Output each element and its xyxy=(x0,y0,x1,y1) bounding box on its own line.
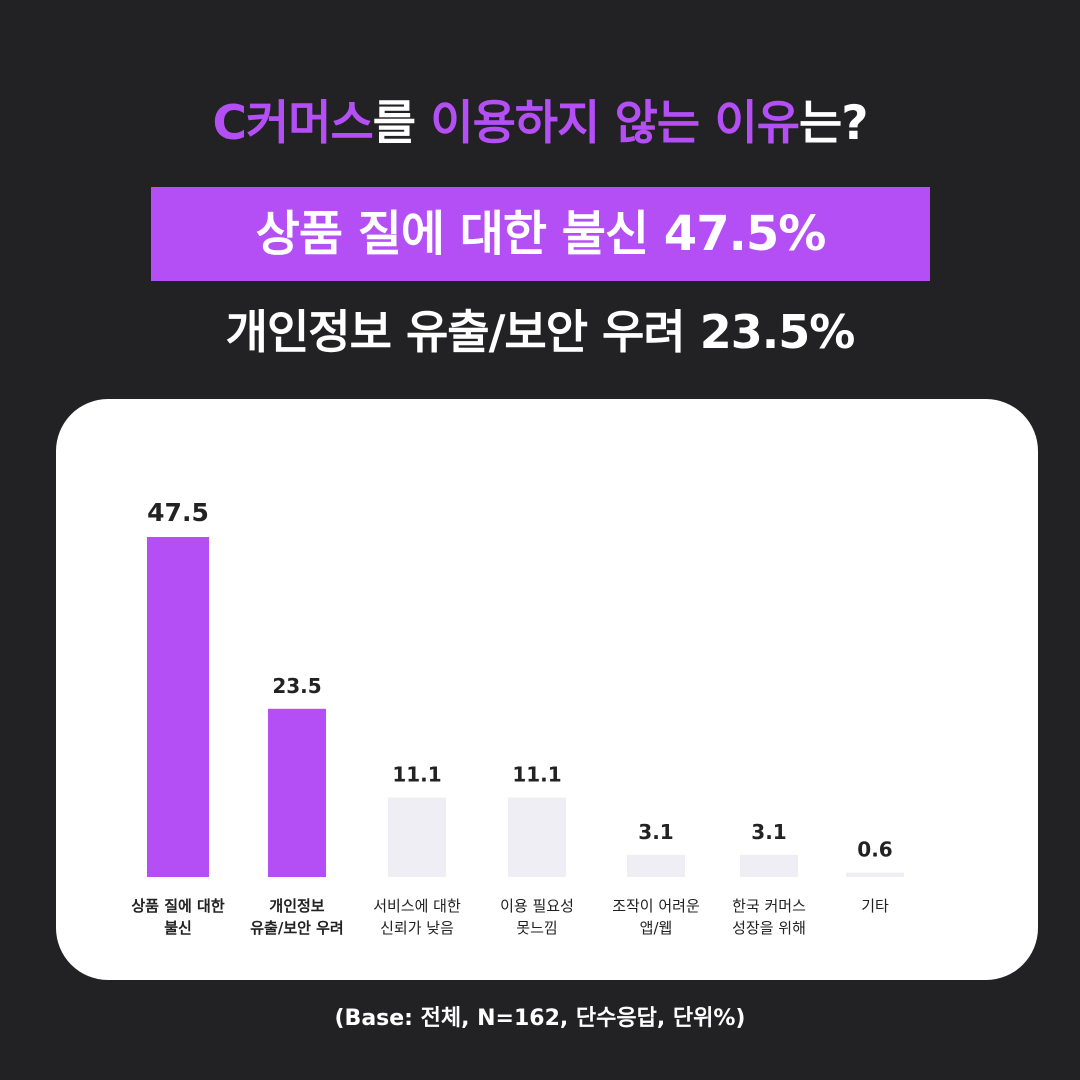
category-label: 못느낌 xyxy=(516,919,557,937)
footnote: (Base: 전체, N=162, 단수응답, 단위%) xyxy=(334,1006,746,1031)
bar xyxy=(388,797,446,877)
data-label: 23.5 xyxy=(272,674,321,698)
headline-highlight-box xyxy=(151,187,930,281)
bar xyxy=(846,872,904,877)
data-label: 3.1 xyxy=(751,820,786,844)
bar xyxy=(268,708,326,877)
category-label: 상품 질에 대한 xyxy=(131,897,224,915)
bar xyxy=(740,854,798,877)
page-title: C커머스를 이용하지 않는 이유는? xyxy=(0,84,1080,153)
category-label: 기타 xyxy=(861,897,889,915)
data-label: 47.5 xyxy=(147,498,209,527)
category-label: 유출/보안 우려 xyxy=(250,919,344,937)
headline-stat: 상품 질에 대한 불신 47.5% xyxy=(255,206,827,262)
title-segment: 이용하지 않는 이유 xyxy=(430,96,800,151)
data-label: 11.1 xyxy=(512,763,561,787)
category-label: 신뢰가 낮음 xyxy=(380,919,454,937)
data-label: 0.6 xyxy=(857,838,892,862)
bar xyxy=(147,537,209,877)
bar xyxy=(508,797,566,877)
secondary-stat: 개인정보 유출/보안 우려 23.5% xyxy=(225,305,856,359)
title-segment: C커머스 xyxy=(212,96,374,151)
category-label: 조작이 어려운 xyxy=(612,897,700,915)
category-label: 성장을 위해 xyxy=(732,919,806,937)
title-segment: 를 xyxy=(372,96,431,151)
title-segment: 는? xyxy=(798,96,869,151)
data-label: 3.1 xyxy=(638,820,673,844)
category-label: 이용 필요성 xyxy=(500,897,574,915)
category-label: 개인정보 xyxy=(269,897,324,915)
data-label: 11.1 xyxy=(392,763,441,787)
category-label: 한국 커머스 xyxy=(732,897,806,915)
category-label: 앱/웹 xyxy=(640,919,673,937)
category-label: 서비스에 대한 xyxy=(373,897,461,915)
bar xyxy=(627,854,685,877)
category-label: 불신 xyxy=(164,919,192,937)
